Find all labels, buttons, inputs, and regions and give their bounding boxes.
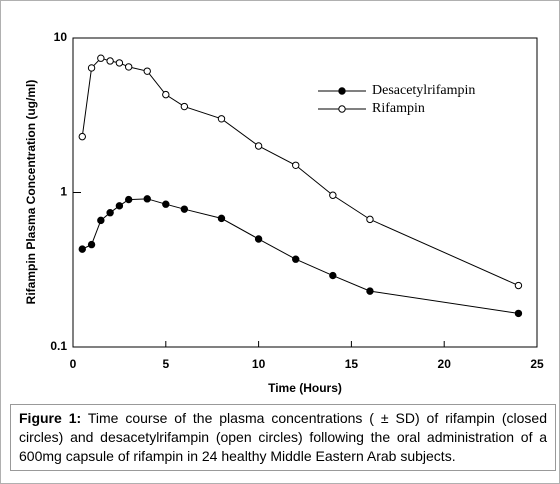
- data-point: [78, 132, 86, 141]
- data-point: [217, 214, 226, 223]
- data-point: [254, 142, 263, 150]
- data-point: [143, 195, 151, 203]
- data-point: [87, 64, 96, 72]
- data-point: [217, 115, 226, 123]
- data-point: [514, 309, 523, 318]
- data-point: [162, 90, 170, 99]
- data-point: [162, 200, 170, 208]
- data-point: [329, 271, 337, 280]
- y-axis-label: Rifampin Plasma Concentration (ug/ml): [24, 80, 38, 305]
- data-point: [78, 245, 86, 253]
- legend-label: Desacetylrifampin: [372, 83, 475, 98]
- data-point: [292, 255, 300, 263]
- data-point: [106, 209, 114, 217]
- caption: Figure 1: Time course of the plasma conc…: [10, 404, 556, 471]
- data-point: [143, 67, 151, 75]
- data-point: [87, 240, 96, 249]
- data-point: [115, 59, 124, 67]
- y-tick-label: 0.1: [50, 339, 67, 353]
- y-tick-label: 1: [60, 185, 67, 199]
- x-tick-label: 25: [530, 357, 544, 371]
- data-point: [124, 63, 133, 71]
- data-point: [366, 287, 374, 295]
- data-point: [180, 102, 189, 111]
- data-point: [124, 195, 133, 204]
- x-tick-label: 20: [438, 357, 452, 371]
- data-point: [115, 202, 124, 210]
- data-point: [97, 216, 105, 225]
- caption-text: Time course of the plasma concentrations…: [19, 410, 547, 464]
- x-tick-label: 0: [70, 357, 77, 371]
- x-tick-label: 15: [345, 357, 359, 371]
- data-point: [254, 235, 263, 243]
- x-tick-label: 5: [162, 357, 169, 371]
- y-tick-label: 10: [54, 30, 68, 44]
- legend-marker: [338, 105, 346, 113]
- caption-label: Figure 1:: [19, 410, 82, 426]
- data-point: [366, 215, 374, 224]
- chart: Time (Hours) Rifampin Plasma Concentrati…: [24, 30, 544, 395]
- data-point: [97, 54, 105, 62]
- data-point: [106, 57, 114, 65]
- legend-label: Rifampin: [372, 101, 425, 116]
- data-point: [180, 205, 189, 213]
- legend-marker: [338, 87, 346, 95]
- data-point: [329, 191, 337, 199]
- data-point: [292, 161, 300, 169]
- x-tick-label: 10: [252, 357, 266, 371]
- data-point: [514, 281, 523, 290]
- x-axis-label: Time (Hours): [268, 381, 342, 395]
